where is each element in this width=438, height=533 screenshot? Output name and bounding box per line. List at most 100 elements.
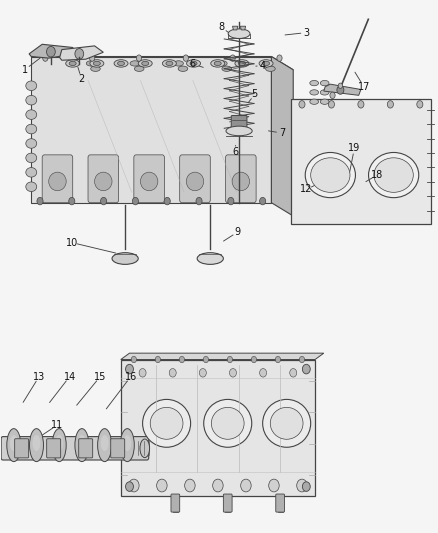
Circle shape (164, 197, 170, 205)
Ellipse shape (320, 99, 329, 104)
FancyBboxPatch shape (134, 155, 164, 203)
Ellipse shape (7, 429, 21, 462)
Circle shape (75, 49, 84, 59)
Circle shape (129, 479, 139, 492)
Circle shape (338, 83, 343, 88)
Circle shape (302, 365, 310, 374)
Circle shape (260, 368, 267, 377)
Ellipse shape (150, 407, 183, 439)
Ellipse shape (305, 152, 356, 198)
Circle shape (251, 357, 257, 363)
Circle shape (299, 101, 305, 108)
Ellipse shape (26, 167, 37, 177)
Ellipse shape (90, 60, 104, 67)
Text: 1: 1 (21, 65, 28, 75)
Text: 5: 5 (252, 89, 258, 99)
Ellipse shape (26, 153, 37, 163)
Ellipse shape (26, 139, 37, 148)
Ellipse shape (69, 61, 76, 66)
Circle shape (358, 101, 364, 108)
Ellipse shape (138, 60, 152, 67)
Text: 19: 19 (348, 143, 360, 154)
Ellipse shape (222, 66, 232, 71)
Text: 14: 14 (64, 372, 76, 382)
Ellipse shape (166, 61, 173, 66)
Ellipse shape (26, 124, 37, 134)
Ellipse shape (75, 429, 89, 462)
FancyBboxPatch shape (231, 116, 247, 130)
Ellipse shape (101, 435, 109, 451)
Ellipse shape (91, 66, 100, 71)
Ellipse shape (141, 172, 158, 191)
Ellipse shape (232, 172, 250, 191)
Ellipse shape (130, 61, 140, 66)
Ellipse shape (124, 435, 131, 451)
Ellipse shape (26, 182, 37, 191)
Text: 3: 3 (303, 28, 309, 38)
Ellipse shape (368, 152, 419, 198)
Circle shape (196, 197, 202, 205)
Ellipse shape (226, 126, 252, 136)
FancyBboxPatch shape (111, 439, 125, 458)
Ellipse shape (112, 253, 138, 264)
Ellipse shape (142, 61, 149, 66)
Text: 13: 13 (33, 372, 45, 382)
Ellipse shape (211, 60, 225, 67)
Ellipse shape (263, 61, 269, 66)
Circle shape (227, 357, 233, 363)
Ellipse shape (263, 399, 311, 447)
Ellipse shape (52, 429, 66, 462)
Ellipse shape (140, 439, 150, 458)
Ellipse shape (261, 61, 271, 66)
Ellipse shape (134, 66, 144, 71)
Ellipse shape (270, 407, 303, 439)
Ellipse shape (26, 110, 37, 119)
Ellipse shape (259, 60, 273, 67)
Ellipse shape (374, 158, 413, 192)
Circle shape (299, 357, 304, 363)
Polygon shape (29, 44, 75, 58)
Ellipse shape (117, 61, 124, 66)
Ellipse shape (190, 61, 197, 66)
Circle shape (136, 55, 141, 61)
Circle shape (199, 368, 206, 377)
Ellipse shape (187, 60, 201, 67)
Ellipse shape (174, 61, 184, 66)
Text: 17: 17 (358, 82, 370, 92)
Circle shape (228, 197, 234, 205)
FancyBboxPatch shape (226, 155, 256, 203)
Circle shape (37, 197, 43, 205)
Text: 6: 6 (233, 147, 239, 157)
Circle shape (230, 368, 237, 377)
Circle shape (260, 197, 266, 205)
Ellipse shape (114, 60, 128, 67)
Ellipse shape (26, 95, 37, 105)
Ellipse shape (310, 99, 318, 104)
Ellipse shape (10, 435, 18, 451)
FancyBboxPatch shape (79, 439, 93, 458)
Text: 15: 15 (94, 372, 106, 382)
Ellipse shape (29, 429, 43, 462)
FancyBboxPatch shape (42, 155, 73, 203)
Ellipse shape (49, 172, 66, 191)
Text: 18: 18 (371, 170, 383, 180)
Text: 8: 8 (219, 22, 225, 33)
Circle shape (277, 55, 282, 61)
FancyBboxPatch shape (171, 494, 180, 512)
Text: 6: 6 (190, 59, 196, 69)
Ellipse shape (310, 90, 318, 95)
Ellipse shape (197, 253, 223, 264)
Circle shape (157, 479, 167, 492)
Polygon shape (233, 26, 238, 30)
Text: 9: 9 (235, 227, 241, 237)
Ellipse shape (95, 172, 112, 191)
Circle shape (69, 197, 75, 205)
FancyBboxPatch shape (180, 155, 210, 203)
Circle shape (131, 357, 137, 363)
Polygon shape (240, 26, 246, 30)
Ellipse shape (214, 61, 221, 66)
Circle shape (268, 479, 279, 492)
Circle shape (155, 357, 160, 363)
Ellipse shape (238, 61, 245, 66)
Ellipse shape (98, 429, 112, 462)
